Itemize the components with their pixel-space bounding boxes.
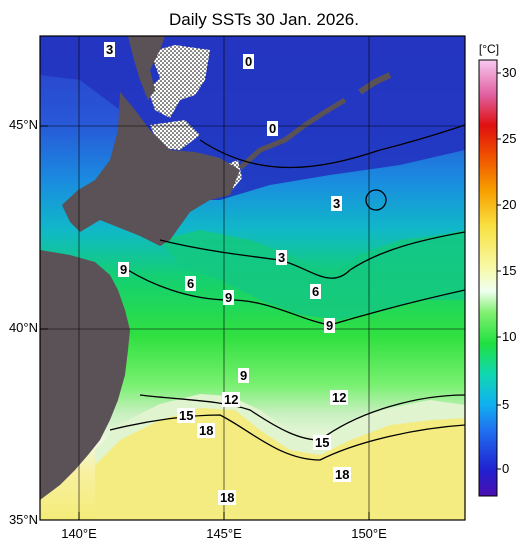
colorbar-tick-label: 30 (502, 65, 517, 80)
contour-label: 9 (223, 290, 235, 305)
lat-label: 40°N (8, 320, 38, 335)
colorbar-tick-label: 5 (502, 397, 510, 412)
contour-line (139, 394, 465, 441)
lat-label: 45°N (8, 117, 38, 132)
contour-line (109, 414, 465, 461)
contour-line (159, 231, 465, 279)
contour-label: 0 (243, 54, 255, 69)
contour-line (199, 124, 465, 169)
kuroshio-warm-water (95, 408, 465, 520)
kuril-islands (358, 72, 392, 95)
sea-ice (148, 45, 210, 118)
hokkaido-land (62, 92, 240, 246)
colorbar-tick-label: 15 (502, 263, 517, 278)
contour-label: 3 (276, 250, 288, 265)
contour-label: 15 (313, 435, 332, 450)
contour-label: 3 (331, 196, 343, 211)
colorbar-tick-label: 20 (502, 197, 517, 212)
colorbar (478, 59, 498, 497)
map-frame (39, 35, 466, 521)
contour-label: 9 (238, 368, 250, 383)
colorbar-tick-label: 0 (502, 461, 510, 476)
subarctic-front (160, 230, 465, 320)
lon-label: 145°E (206, 526, 242, 541)
kuril-islands (238, 97, 347, 170)
lon-label: 150°E (351, 526, 387, 541)
contour-label: 18 (197, 423, 216, 438)
contour-label: 15 (177, 408, 196, 423)
contour-label: 18 (333, 467, 352, 482)
lon-label: 140°E (61, 526, 97, 541)
sakhalin-land (128, 36, 165, 100)
contour-label: 12 (222, 392, 241, 407)
colorbar-tick-label: 10 (502, 329, 517, 344)
honshu-land (40, 250, 130, 500)
contour-label: 0 (267, 121, 279, 136)
lat-label: 35°N (8, 512, 38, 527)
colorbar-ticks (497, 72, 501, 470)
colorbar-tick-label: 25 (502, 131, 517, 146)
contour-label: 18 (218, 490, 237, 505)
contour-line (365, 189, 387, 211)
contour-line (119, 264, 465, 326)
contour-label: 12 (330, 390, 349, 405)
contour-label: 6 (185, 276, 197, 291)
contour-label: 9 (118, 262, 130, 277)
contour-label: 3 (104, 42, 116, 57)
map-title: Daily SSTs 30 Jan. 2026. (169, 10, 359, 29)
contour-label: 9 (324, 318, 336, 333)
contour-label: 6 (310, 284, 322, 299)
colorbar-unit: [°C] (478, 42, 500, 56)
